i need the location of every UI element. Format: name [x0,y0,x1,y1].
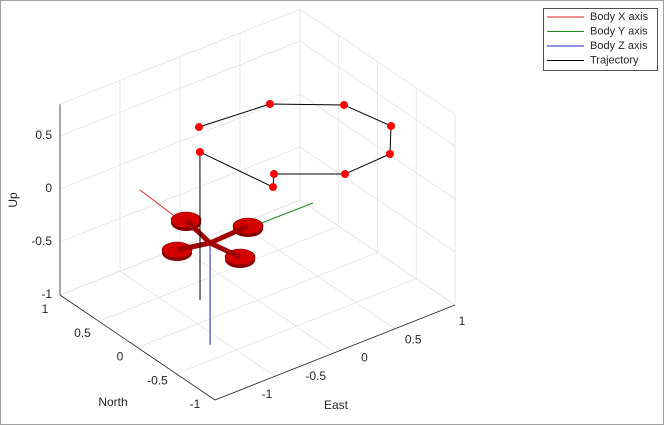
x-tick-label: 0 [361,351,368,365]
waypoint [268,183,277,192]
legend-label: Trajectory [590,54,639,66]
x-tick-label: -0.5 [305,369,326,383]
grid-line [59,93,301,190]
grid-line [59,40,301,137]
y-tick-label: 0 [117,350,124,364]
x-tick-label: 0.5 [405,332,422,346]
grid-line [299,199,456,306]
legend: Body X axis Body Y axis Body Z axis Traject… [543,8,658,71]
arm [184,218,212,245]
x-tick-label: 1 [459,314,466,328]
waypoint [339,100,348,109]
z-tick-label: 0 [45,181,52,195]
y-tick-label: 1 [42,302,49,316]
waypoint [340,170,349,179]
y-axis [59,294,216,401]
box-edge [299,8,456,115]
grid-line [176,278,417,375]
arm [176,240,211,253]
grid-line [98,225,339,322]
grid-line [299,93,456,200]
arm [209,223,250,246]
grid-line [299,40,456,147]
waypoint [385,149,394,158]
waypoint [195,148,204,157]
grid-line [59,146,301,243]
legend-label: Body Z axis [590,40,648,52]
legend-label: Body X axis [590,11,649,23]
plot-area [139,100,396,345]
z-axis-label: Up [6,192,20,208]
y-tick-label: -1 [190,397,201,411]
waypoint [270,170,279,179]
waypoint [194,123,203,132]
legend-label: Body Y axis [590,25,648,37]
x-axis [214,304,456,401]
waypoint [387,122,396,131]
arm [209,240,242,260]
x-axis-label: East [324,398,349,412]
y-axis-label: North [98,395,127,409]
grid-line [137,252,378,348]
y-tick-label: -0.5 [147,373,168,387]
grid-line [299,146,456,253]
z-tick-label: -0.5 [31,234,52,248]
waypoint [265,100,274,109]
y-tick-label: 0.5 [74,326,91,340]
z-tick-label: 0.5 [35,128,52,142]
z-tick-label: -1 [41,287,52,301]
box-edge [59,8,301,105]
x-tick-label: -1 [262,387,273,401]
series-line [198,103,392,301]
